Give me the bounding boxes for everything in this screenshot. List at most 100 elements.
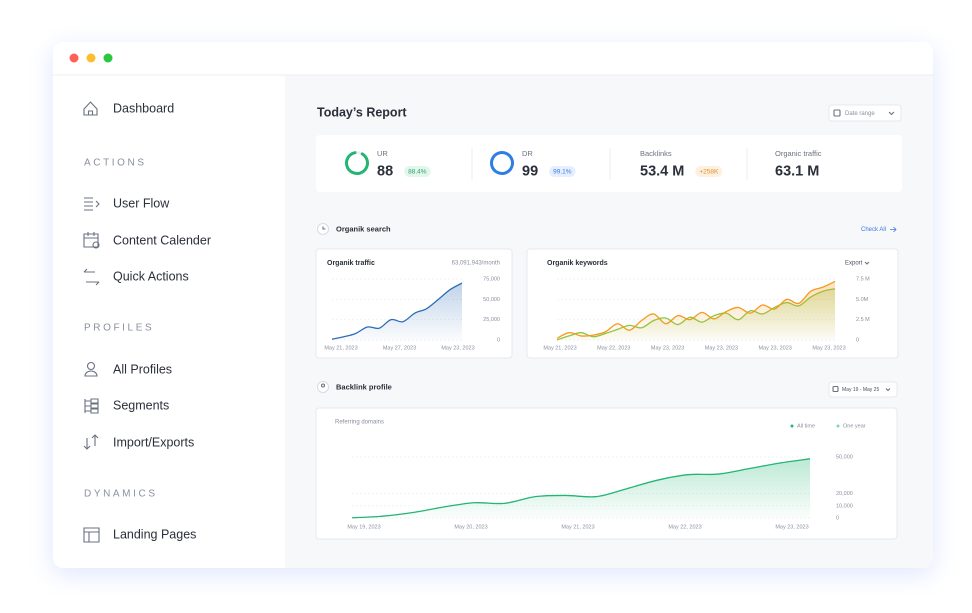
x-tick-label: May 23, 2023 bbox=[651, 345, 684, 351]
section-icon-glyph bbox=[322, 226, 326, 230]
calendar-icon-clock bbox=[92, 241, 100, 249]
date-range-label[interactable]: Date range bbox=[845, 111, 875, 117]
line bbox=[556, 280, 836, 339]
y-tick-label: 2.5 M bbox=[856, 317, 870, 323]
export-button[interactable]: Export bbox=[845, 261, 863, 267]
y-tick-label: 10,000 bbox=[836, 503, 853, 509]
x-tick-label: May 23, 2023 bbox=[775, 524, 808, 530]
x-tick-label: May 23, 2023 bbox=[812, 345, 845, 351]
flow-icon bbox=[84, 197, 100, 211]
chevron bbox=[888, 111, 895, 116]
x-tick-label: May 19, 2023 bbox=[347, 524, 380, 530]
date-range-button[interactable] bbox=[828, 104, 902, 122]
y-tick-label: 75,000 bbox=[483, 276, 500, 282]
nav-item[interactable]: Dashboard bbox=[113, 101, 174, 115]
date-button[interactable] bbox=[828, 381, 898, 398]
x-tick-label: May 21, 2023 bbox=[324, 345, 357, 351]
y-tick-label: 5.0M bbox=[856, 297, 869, 303]
y-tick-label: 0 bbox=[836, 515, 839, 521]
legend-dot bbox=[836, 424, 840, 428]
badge-label: 88.4% bbox=[408, 169, 427, 176]
x-tick-label: May 23, 2023 bbox=[759, 345, 792, 351]
maximize-dot[interactable] bbox=[103, 53, 113, 63]
chart-title: Organik keywords bbox=[547, 260, 608, 267]
check-all-link[interactable]: Check All bbox=[861, 227, 886, 233]
badge bbox=[695, 166, 723, 177]
stat-value: 88 bbox=[377, 163, 393, 179]
y-tick-label: 50,000 bbox=[836, 454, 853, 460]
section-icon-glyph bbox=[320, 383, 326, 388]
y-tick-label: 20,000 bbox=[836, 491, 853, 497]
import-icon bbox=[83, 434, 99, 450]
y-tick-label: 0 bbox=[497, 337, 500, 343]
stat-label: DR bbox=[522, 149, 533, 158]
y-tick-label: 7.5 M bbox=[856, 276, 870, 282]
legend-label: One year bbox=[843, 423, 866, 429]
chart-annotation: 63,091,943/month bbox=[452, 261, 500, 267]
y-tick-label: 0 bbox=[856, 337, 859, 343]
nav-item[interactable]: Import/Exports bbox=[113, 435, 194, 449]
close-dot[interactable] bbox=[69, 53, 79, 63]
stat-label: UR bbox=[377, 149, 388, 158]
section-title: DYNAMICS bbox=[84, 489, 158, 500]
sidebar: Dashboard ACTIONS User Flow Content Cale… bbox=[83, 101, 211, 543]
chart-title: Organik traffic bbox=[327, 260, 375, 267]
chevron bbox=[885, 388, 891, 392]
segments-icon bbox=[84, 398, 99, 414]
nav-item[interactable]: Content Calender bbox=[113, 233, 211, 247]
x-tick-label: May 22, 2023 bbox=[597, 345, 630, 351]
badge bbox=[404, 166, 431, 177]
badge-label: 99.1% bbox=[553, 169, 572, 176]
landing-icon bbox=[83, 527, 100, 543]
calendar-mini-icon bbox=[833, 109, 841, 117]
section-title: Organik search bbox=[336, 224, 391, 233]
stat-value: 63.1 M bbox=[775, 163, 819, 179]
charts: 75,000 50,000 25,000 0 May 21, 2023 May 27, 2… bbox=[324, 276, 870, 530]
badge bbox=[549, 166, 576, 177]
stats: UR 88 88.4% DR 99 99.1% Backlinks 53.4 M +258K Or… bbox=[345, 149, 822, 179]
area bbox=[352, 458, 810, 518]
chevron bbox=[864, 261, 870, 265]
area bbox=[557, 281, 835, 340]
legend-dot bbox=[790, 424, 794, 428]
chart-title: Referring domains bbox=[335, 420, 384, 426]
home-icon bbox=[83, 101, 98, 116]
profile-icon-head bbox=[86, 361, 96, 371]
nav-item[interactable]: All Profiles bbox=[113, 362, 172, 376]
x-tick-label: May 23, 2023 bbox=[441, 345, 474, 351]
stats-card bbox=[316, 135, 902, 192]
date-button-label[interactable]: May 19 - May 25 bbox=[842, 387, 879, 393]
y-tick-label: 25,000 bbox=[483, 317, 500, 323]
ring-progress bbox=[490, 151, 514, 175]
calendar-mini-icon bbox=[832, 385, 839, 393]
report-title: Today’s Report bbox=[317, 105, 407, 119]
line bbox=[331, 282, 463, 340]
x-tick-label: May 22, 2023 bbox=[668, 524, 701, 530]
area bbox=[332, 283, 462, 340]
nav-item[interactable]: Landing Pages bbox=[113, 527, 196, 541]
actions-icon bbox=[83, 268, 100, 286]
minimize-dot[interactable] bbox=[86, 53, 96, 63]
line bbox=[351, 458, 811, 519]
stat-value: 53.4 M bbox=[640, 163, 684, 179]
stat-label: Backlinks bbox=[640, 149, 672, 158]
arrow-icon bbox=[890, 226, 897, 233]
x-tick-label: May 27, 2023 bbox=[383, 345, 416, 351]
x-tick-label: May 23, 2023 bbox=[705, 345, 738, 351]
badge-label: +258K bbox=[699, 169, 719, 176]
x-tick-label: May 21, 2023 bbox=[543, 345, 576, 351]
stat-label: Organic traffic bbox=[775, 149, 822, 158]
section-title: ACTIONS bbox=[84, 158, 147, 169]
nav-item[interactable]: User Flow bbox=[113, 196, 170, 210]
nav-item[interactable]: Segments bbox=[113, 398, 169, 412]
y-tick-label: 50,000 bbox=[483, 297, 500, 303]
section-title: PROFILES bbox=[84, 323, 154, 334]
nav-item[interactable]: Quick Actions bbox=[113, 269, 189, 283]
ring-progress bbox=[345, 151, 369, 175]
x-tick-label: May 21, 2023 bbox=[561, 524, 594, 530]
stat-value: 99 bbox=[522, 163, 538, 179]
legend-label: All time bbox=[797, 423, 815, 429]
profile-icon-body bbox=[84, 370, 98, 377]
